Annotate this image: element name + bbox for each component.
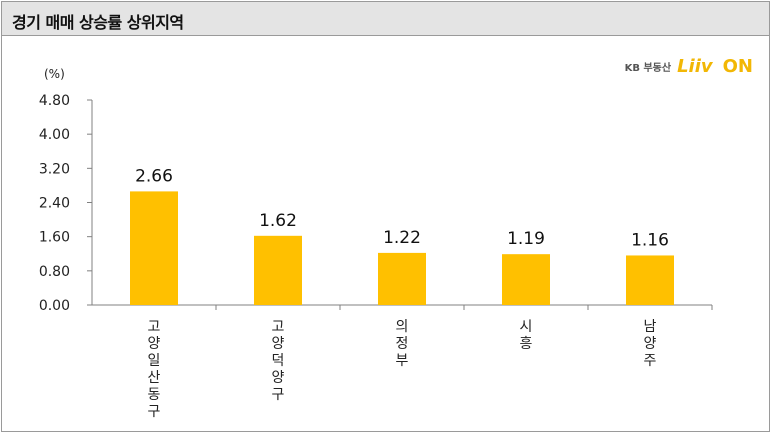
chart-title: 경기 매매 상승률 상위지역 (12, 13, 184, 32)
data-label: 2.66 (135, 166, 173, 186)
y-tick-label: 4.80 (39, 93, 70, 109)
logo-brand-text: Liiv (677, 56, 713, 77)
bar (254, 235, 302, 305)
data-label: 1.62 (259, 211, 297, 231)
kb-liiv-on-logo: KB 부동산 Liiv ON (625, 56, 753, 77)
bar (626, 255, 674, 305)
bar (378, 252, 426, 305)
bar (130, 191, 178, 305)
y-tick-label: 3.20 (39, 161, 70, 177)
y-tick-label: 0.00 (39, 298, 70, 314)
y-tick-label: 2.40 (39, 196, 70, 212)
bar (502, 254, 550, 305)
logo-brand-suffix: ON (722, 56, 753, 77)
y-unit-label: (%) (44, 67, 65, 81)
title-bar: 경기 매매 상승률 상위지역 (2, 2, 769, 36)
y-tick-label: 4.00 (39, 127, 70, 143)
data-label: 1.16 (631, 230, 669, 250)
logo-kb-text: KB 부동산 (624, 63, 672, 74)
data-label: 1.22 (383, 228, 421, 248)
y-tick-label: 1.60 (39, 230, 70, 246)
y-tick-label: 0.80 (39, 264, 70, 280)
data-label: 1.19 (507, 229, 545, 249)
